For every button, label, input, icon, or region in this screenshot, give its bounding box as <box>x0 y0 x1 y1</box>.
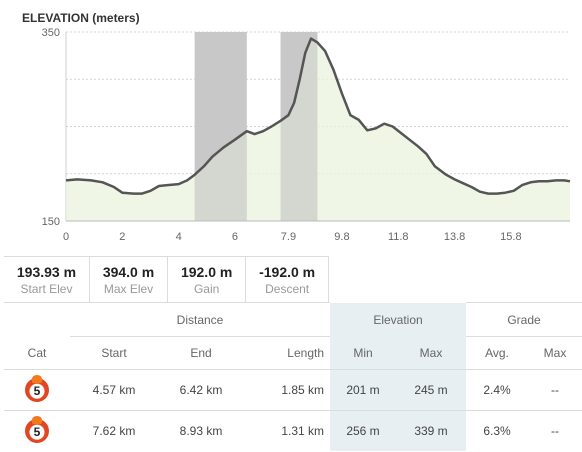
avg-grade-cell: 2.4% <box>466 369 528 411</box>
y-tick-label: 150 <box>42 216 60 228</box>
table-row[interactable]: 5 4.57 km 6.42 km 1.85 km 201 m 245 m 2.… <box>4 369 582 411</box>
max-grade-cell: -- <box>528 369 582 411</box>
climb-range-overlay <box>280 32 318 221</box>
climb-range-overlay <box>194 32 247 221</box>
start-cell: 4.57 km <box>70 369 158 411</box>
x-tick-label: 0 <box>63 231 69 243</box>
min-cell: 201 m <box>330 369 396 411</box>
group-header-row: Distance Elevation Grade <box>4 302 582 337</box>
stat-value: 192.0 m <box>180 264 233 280</box>
x-tick-label: 15.8 <box>500 231 521 243</box>
cat-cell: 5 <box>4 410 70 451</box>
stat-value: -192.0 m <box>259 264 316 280</box>
x-tick-label: 4 <box>176 231 182 243</box>
group-distance: Distance <box>70 302 330 337</box>
col-min: Min <box>330 336 396 370</box>
x-tick-label: 2 <box>119 231 125 243</box>
stat-label: Descent <box>265 282 310 296</box>
col-end: End <box>190 346 212 360</box>
x-tick-label: 9.8 <box>334 231 349 243</box>
stat-gain: 192.0 m Gain <box>167 257 245 303</box>
stat-label: Gain <box>193 282 220 296</box>
elevation-line <box>65 37 571 195</box>
elevation-area <box>66 38 570 221</box>
col-grade-max: Max <box>543 346 567 360</box>
group-grade: Grade <box>466 302 582 337</box>
table-row[interactable]: 5 7.62 km 8.93 km 1.31 km 256 m 339 m 6.… <box>4 410 582 451</box>
max-grade-cell: -- <box>528 410 582 451</box>
end-cell: 6.42 km <box>158 369 244 411</box>
stat-start-elev: 193.93 m Start Elev <box>4 257 89 303</box>
stat-label: Start Elev <box>20 282 73 296</box>
length-cell: 1.85 km <box>244 369 330 411</box>
category-number: 5 <box>33 384 41 398</box>
stat-max-elev: 394.0 m Max Elev <box>88 257 167 303</box>
climb-category-icon: 5 <box>25 416 49 443</box>
min-cell: 256 m <box>330 410 396 451</box>
max-cell: 245 m <box>396 369 466 411</box>
x-tick-label: 13.8 <box>444 231 465 243</box>
col-length: Length <box>287 346 324 360</box>
x-tick-label: 11.8 <box>388 231 409 243</box>
elevation-stats: 193.93 m Start Elev 394.0 m Max Elev 192… <box>4 256 329 303</box>
stat-descent: -192.0 m Descent <box>245 257 328 303</box>
climb-segments-table-wrap: Distance Elevation Grade Cat Start End L… <box>4 302 582 451</box>
climb-category-icon: 5 <box>25 375 49 402</box>
x-tick-label: 6 <box>232 231 238 243</box>
max-cell: 339 m <box>396 410 466 451</box>
chart-title: ELEVATION (meters) <box>22 11 140 25</box>
stat-value: 394.0 m <box>102 264 155 280</box>
column-header-row: Cat Start End Length Min Max Avg. Max <box>4 336 582 370</box>
category-number: 5 <box>33 425 41 439</box>
avg-grade-cell: 6.3% <box>466 410 528 451</box>
stat-value: 193.93 m <box>16 264 77 280</box>
start-cell: 7.62 km <box>70 410 158 451</box>
col-max: Max <box>396 336 466 370</box>
length-cell: 1.31 km <box>244 410 330 451</box>
cat-cell: 5 <box>4 369 70 411</box>
stat-label: Max Elev <box>103 282 154 296</box>
group-elevation: Elevation <box>330 302 466 337</box>
climb-segments-table: Distance Elevation Grade Cat Start End L… <box>4 302 582 451</box>
col-avg: Avg. <box>485 346 509 360</box>
x-tick-label: 7.9 <box>281 231 296 243</box>
col-cat: Cat <box>27 345 47 360</box>
col-start: Start <box>101 346 127 360</box>
end-cell: 8.93 km <box>158 410 244 451</box>
y-tick-label: 350 <box>42 27 60 39</box>
